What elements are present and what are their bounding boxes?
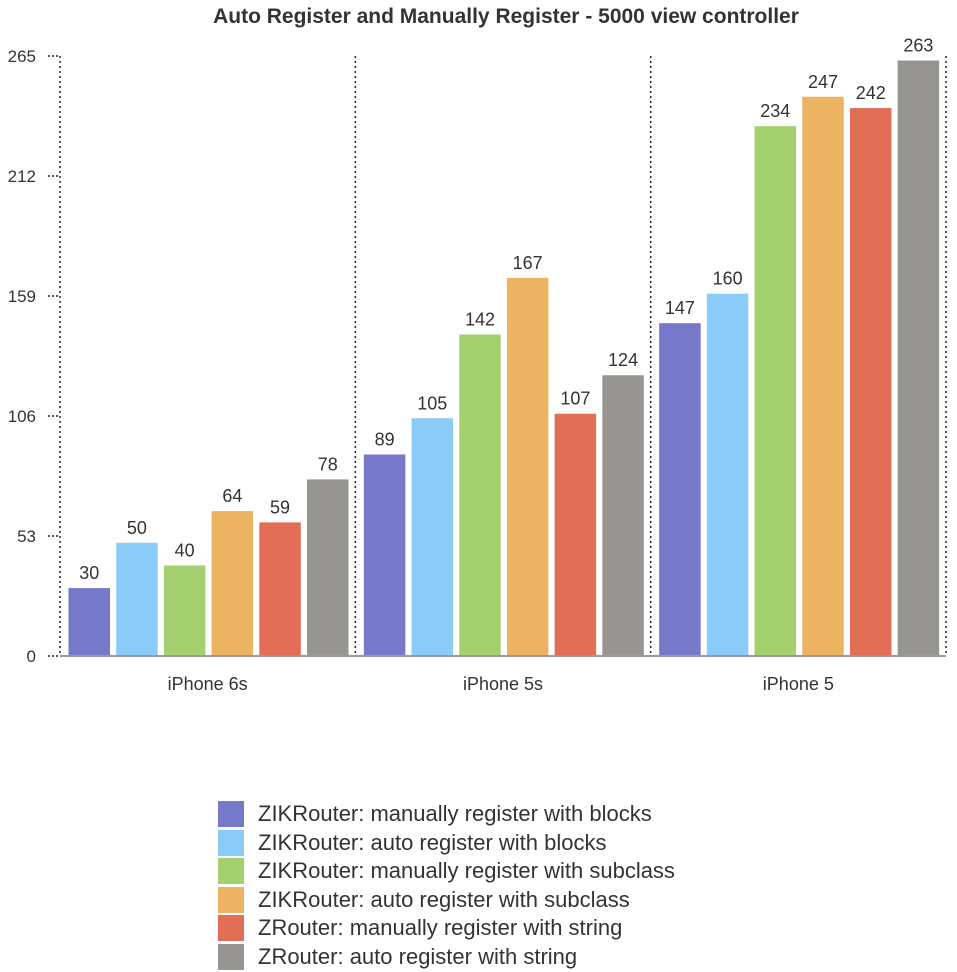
legend-item: ZIKRouter: auto register with subclass: [218, 886, 838, 915]
data-label: 247: [808, 72, 838, 92]
legend-label: ZRouter: auto register with string: [258, 943, 578, 969]
legend-item: ZIKRouter: auto register with blocks: [218, 829, 838, 858]
bar: [602, 375, 644, 656]
bar: [897, 60, 940, 656]
bar: [211, 511, 254, 656]
bar: [163, 565, 206, 656]
bar: [459, 334, 501, 656]
data-label: 234: [760, 101, 790, 121]
data-label: 64: [222, 486, 242, 506]
y-tick-label: 0: [27, 647, 36, 666]
y-tick-label: 159: [8, 287, 36, 306]
data-label: 30: [79, 563, 99, 583]
data-label: 89: [375, 429, 395, 449]
bar: [754, 126, 797, 657]
legend-swatch: [218, 943, 244, 970]
bar: [506, 277, 549, 656]
x-tick-label: iPhone 5: [763, 674, 834, 694]
bar: [363, 454, 406, 656]
y-axis-ticks: 0 53 106 159 212 265: [8, 47, 60, 666]
legend-label: ZRouter: manually register with string: [258, 915, 623, 941]
bar: [849, 108, 892, 657]
data-labels: 30 50 40 64 59 78 89 105 142 167 107 124 147 160 234 24…: [79, 36, 933, 584]
legend-label: ZIKRouter: auto register with blocks: [258, 829, 607, 855]
data-label: 147: [665, 298, 695, 318]
data-label: 160: [713, 269, 743, 289]
legend-swatch: [218, 886, 244, 913]
legend-item: ZRouter: auto register with string: [218, 943, 838, 972]
legend: ZIKRouter: manually register with blocks…: [218, 800, 838, 971]
bar: [68, 588, 110, 656]
data-label: 105: [417, 393, 447, 413]
bar: [659, 323, 701, 656]
data-label: 242: [856, 83, 886, 103]
legend-swatch: [218, 915, 244, 942]
grid-lines: [59, 56, 947, 656]
bar: [307, 479, 349, 656]
legend-item: ZIKRouter: manually register with subcla…: [218, 857, 838, 886]
y-tick-label: 212: [8, 167, 36, 186]
x-axis: iPhone 6s iPhone 5s iPhone 5: [60, 655, 946, 694]
data-label: 263: [903, 36, 933, 56]
chart-title: Auto Register and Manually Register - 50…: [213, 5, 799, 28]
legend-item: ZIKRouter: manually register with blocks: [218, 800, 838, 829]
legend-item: ZRouter: manually register with string: [218, 914, 838, 943]
y-tick-label: 106: [8, 407, 36, 426]
data-label: 59: [270, 497, 290, 517]
data-label: 142: [465, 309, 495, 329]
data-label: 124: [608, 350, 638, 370]
legend-swatch: [218, 801, 244, 828]
y-tick-label: 265: [8, 47, 36, 66]
legend-label: ZIKRouter: manually register with subcla…: [258, 858, 675, 884]
data-label: 167: [513, 253, 543, 273]
x-tick-label: iPhone 5s: [463, 674, 543, 694]
data-label: 40: [175, 540, 195, 560]
bar: [706, 293, 749, 656]
y-tick-label: 53: [17, 527, 36, 546]
bar: [411, 418, 454, 656]
data-label: 78: [318, 454, 338, 474]
x-tick-label: iPhone 6s: [168, 674, 248, 694]
bar: [802, 96, 844, 657]
bars: [68, 60, 940, 657]
legend-swatch: [218, 829, 244, 856]
bar: [116, 542, 158, 656]
data-label: 107: [560, 389, 590, 409]
legend-label: ZIKRouter: auto register with subclass: [258, 886, 630, 912]
data-label: 50: [127, 518, 147, 538]
bar: [259, 522, 301, 656]
bar: [554, 413, 597, 656]
legend-swatch: [218, 858, 244, 885]
legend-label: ZIKRouter: manually register with blocks: [258, 801, 652, 827]
